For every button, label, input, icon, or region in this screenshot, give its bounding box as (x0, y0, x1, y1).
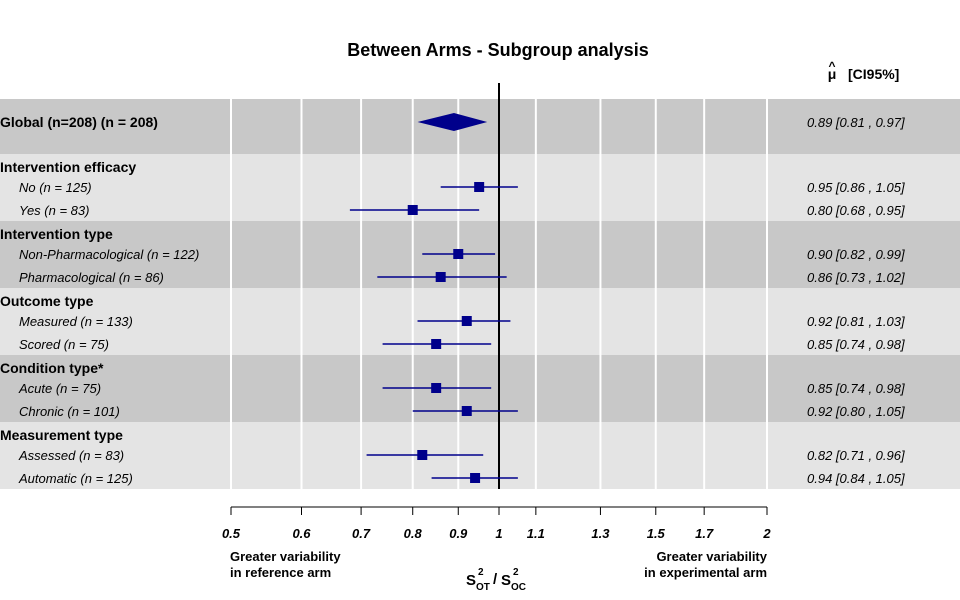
subgroup-label: Acute (n = 75) (18, 381, 101, 396)
left-note-line-2: in reference arm (230, 565, 331, 580)
row-labels: Global (n=208) (n = 208) Intervention eff… (0, 114, 199, 486)
subgroup-estimate-value: 0.82 [0.71 , 0.96] (807, 448, 905, 463)
x-tick-label: 0.8 (404, 526, 423, 541)
x-tick-label: 1.3 (591, 526, 610, 541)
x-axis: 0.5 0.6 0.7 0.8 0.9 1 1.1 1.3 1.5 1.7 2 (222, 506, 771, 541)
point-estimate (431, 383, 442, 393)
x-tick-label: 2 (762, 526, 771, 541)
x-label-sup2: 2 (513, 567, 519, 578)
left-note-line-1: Greater variability (230, 549, 341, 564)
subgroup-label: Assessed (n = 83) (18, 448, 124, 463)
subgroup-estimate-value: 0.90 [0.82 , 0.99] (807, 247, 905, 262)
point-estimate (431, 339, 442, 349)
estimate-values: 0.89 [0.81 , 0.97] 0.95 [0.86 , 1.05] 0.80… (807, 115, 905, 486)
point-estimate (461, 406, 472, 416)
subgroup-label: Automatic (n = 125) (18, 471, 133, 486)
x-label-separator: / (493, 571, 498, 588)
subgroup-estimate-value: 0.95 [0.86 , 1.05] (807, 180, 905, 195)
x-tick-label: 0.5 (222, 526, 241, 541)
subgroup-label: Measured (n = 133) (19, 314, 133, 329)
x-tick-label: 1.5 (647, 526, 666, 541)
x-tick-label: 1.7 (695, 526, 714, 541)
x-label-s1: S (466, 572, 476, 589)
subgroup-estimate-value: 0.92 [0.81 , 1.03] (807, 314, 905, 329)
right-note: Greater variability in experimental arm (644, 549, 768, 580)
subgroup-label: Pharmacological (n = 86) (19, 270, 164, 285)
group-label-2: Intervention type (0, 226, 113, 242)
point-estimate (470, 473, 481, 483)
point-estimate (435, 272, 446, 282)
subgroup-label: Non-Pharmacological (n = 122) (19, 247, 199, 262)
group-label-3: Outcome type (0, 293, 94, 309)
group-label-4: Condition type* (0, 360, 104, 376)
global-label: Global (n=208) (n = 208) (0, 114, 158, 130)
subgroup-estimate-value: 0.85 [0.74 , 0.98] (807, 337, 905, 352)
group-label-5: Measurement type (0, 427, 123, 443)
point-estimate (453, 249, 464, 259)
chart-title: Between Arms - Subgroup analysis (347, 40, 648, 60)
x-tick-label: 0.7 (352, 526, 371, 541)
group-label-1: Intervention efficacy (0, 159, 136, 175)
grid-lines (230, 99, 768, 489)
x-tick-label: 1 (495, 526, 502, 541)
x-label-s2: S (501, 572, 511, 589)
x-tick-label: 0.9 (449, 526, 468, 541)
point-estimate (417, 450, 428, 460)
estimate-header: μ ^ [CI95%] (828, 59, 900, 82)
estimate-marks (349, 113, 518, 483)
global-diamond (417, 113, 488, 131)
left-note: Greater variability in reference arm (230, 549, 341, 580)
estimate-header-mu: μ (828, 66, 837, 82)
subgroup-label: Scored (n = 75) (19, 337, 109, 352)
subgroup-estimate-value: 0.80 [0.68 , 0.95] (807, 203, 905, 218)
x-label-sub1: OT (476, 582, 490, 593)
subgroup-label: Yes (n = 83) (19, 203, 89, 218)
estimate-header-hat: ^ (828, 59, 835, 73)
x-label-sup1: 2 (478, 567, 484, 578)
subgroup-estimate-value: 0.86 [0.73 , 1.02] (807, 270, 905, 285)
x-tick-label: 1.1 (527, 526, 545, 541)
point-estimate (474, 182, 485, 192)
x-label-sub2: OC (511, 582, 526, 593)
x-tick-label: 0.6 (292, 526, 311, 541)
band-global (0, 99, 960, 154)
estimate-header-ci: [CI95%] (848, 66, 899, 82)
global-estimate-value: 0.89 [0.81 , 0.97] (807, 115, 905, 130)
x-axis-label: S 2 OT / S 2 OC (466, 567, 526, 593)
right-note-line-1: Greater variability (656, 549, 767, 564)
subgroup-label: No (n = 125) (19, 180, 92, 195)
subgroup-estimate-value: 0.85 [0.74 , 0.98] (807, 381, 905, 396)
right-note-line-2: in experimental arm (644, 565, 767, 580)
point-estimate (461, 316, 472, 326)
subgroup-estimate-value: 0.92 [0.80 , 1.05] (807, 404, 905, 419)
subgroup-label: Chronic (n = 101) (19, 404, 120, 419)
point-estimate (407, 205, 418, 215)
subgroup-estimate-value: 0.94 [0.84 , 1.05] (807, 471, 905, 486)
row-bands (0, 99, 960, 489)
